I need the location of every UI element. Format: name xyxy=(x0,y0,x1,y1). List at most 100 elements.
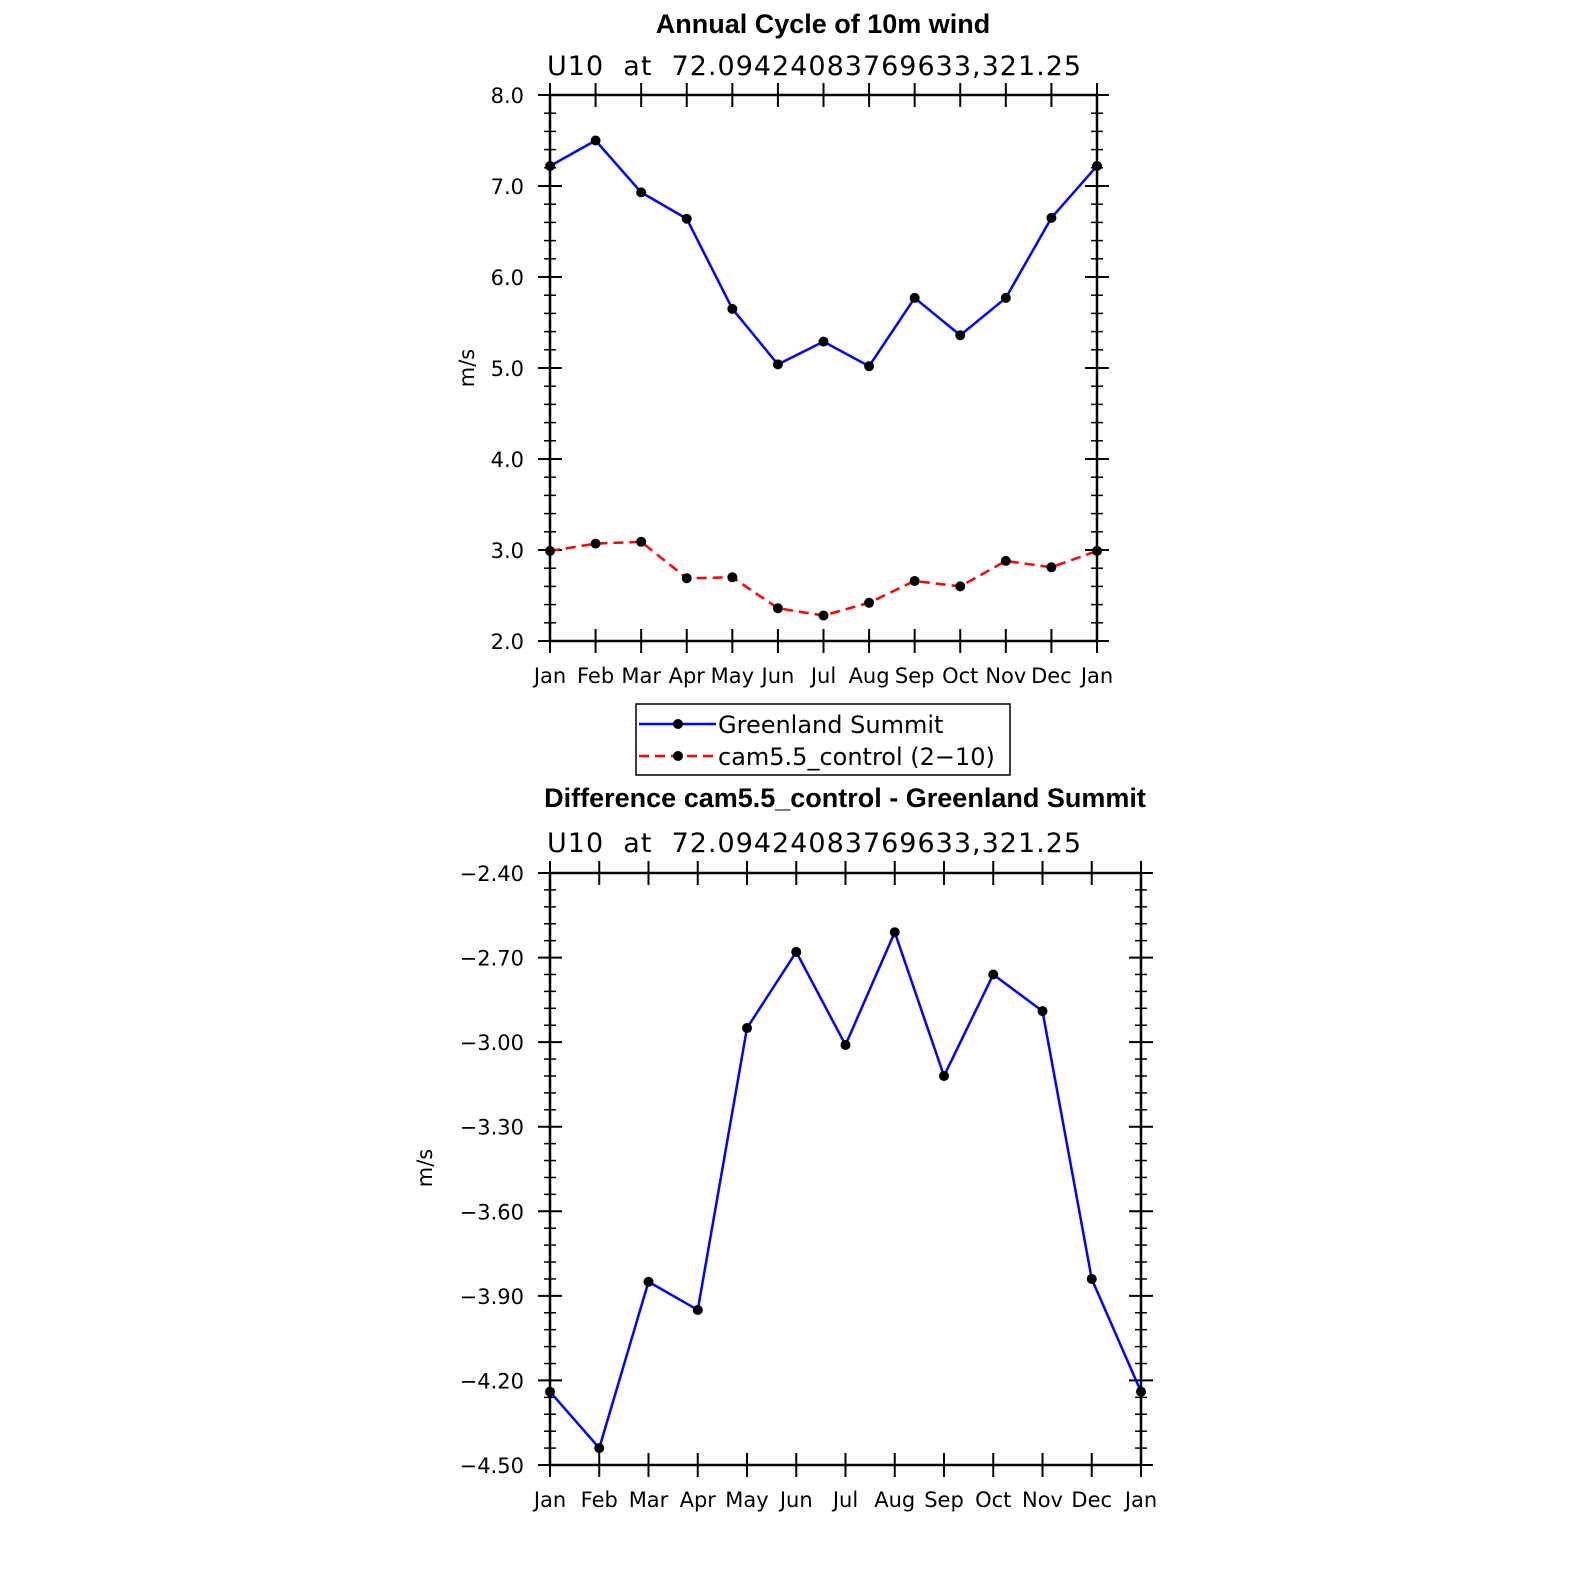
chart2-series-layer xyxy=(545,927,1146,1454)
chart1-series-1-point xyxy=(636,187,647,198)
legend-box xyxy=(635,703,1011,776)
chart1-series-2-point xyxy=(1000,555,1011,566)
chart1-series-2-point xyxy=(864,597,875,608)
chart1-series-2-point xyxy=(909,575,920,586)
chart1-series-2-point xyxy=(727,572,738,583)
chart2-ytick-label: −4.50 xyxy=(460,1454,524,1478)
chart2-xtick-label: Dec xyxy=(1071,1488,1112,1512)
chart1-xtick-label: Mar xyxy=(621,664,661,688)
chart2-xtick-label: Jul xyxy=(831,1488,858,1512)
chart1-xtick-label: Feb xyxy=(577,664,614,688)
chart2-ytick-label: −3.00 xyxy=(460,1031,524,1055)
chart2-xtick-label: Jan xyxy=(532,1488,566,1512)
chart1-series-1-point xyxy=(864,361,875,372)
chart1-series-1-point xyxy=(590,135,601,146)
chart2-subtitle: U10 at 72.09424083769633,321.25 xyxy=(547,828,1082,859)
chart2-ytick-label: −2.40 xyxy=(460,862,524,886)
chart1-xtick-label: Jan xyxy=(532,664,566,688)
chart2-ytick-label: −3.60 xyxy=(460,1200,524,1224)
chart2-xtick-label: Jan xyxy=(1123,1488,1157,1512)
chart2-ytick-label: −2.70 xyxy=(460,947,524,971)
chart1-xtick-label: Dec xyxy=(1031,664,1072,688)
chart2-xtick-label: Apr xyxy=(680,1488,717,1512)
chart1-ytick-label: 7.0 xyxy=(491,175,524,199)
chart2-xtick-label: Nov xyxy=(1022,1488,1063,1512)
legend-marker-cam xyxy=(673,751,683,761)
chart1-ytick-label: 4.0 xyxy=(491,448,524,472)
chart2-ytick-label: −3.90 xyxy=(460,1285,524,1309)
annual-cycle-chart: Annual Cycle of 10m wind U10 at 72.09424… xyxy=(455,9,1113,688)
chart1-series-2-point xyxy=(590,538,601,549)
chart1-series-1-point xyxy=(681,213,692,224)
chart1-xtick-label: Apr xyxy=(669,664,706,688)
legend-label-cam: cam5.5_control (2−10) xyxy=(718,743,995,771)
chart2-xtick-label: Feb xyxy=(581,1488,618,1512)
chart1-series-1-point xyxy=(909,292,920,303)
chart1-xtick-label: Jul xyxy=(809,664,836,688)
chart2-xtick-label: Aug xyxy=(874,1488,915,1512)
chart1-plot-frame xyxy=(548,93,1099,643)
chart2-series-1-line xyxy=(549,930,1143,1450)
chart1-ylabel: m/s xyxy=(455,349,479,387)
chart1-series-2-point xyxy=(636,536,647,547)
chart2-series-1-point xyxy=(643,1276,654,1287)
chart1-xtick-label: Oct xyxy=(942,664,978,688)
chart1-series-layer xyxy=(545,135,1102,621)
chart2-series-1-point xyxy=(545,1386,555,1397)
chart1-ytick-label: 5.0 xyxy=(491,357,524,381)
chart1-series-1-point xyxy=(818,336,829,347)
chart2-xtick-label: Jun xyxy=(778,1488,813,1512)
chart1-series-1-point xyxy=(545,160,555,171)
chart1-series-2-point xyxy=(1092,545,1102,556)
chart1-series-1-line xyxy=(549,139,1098,368)
chart1-subtitle: U10 at 72.09424083769633,321.25 xyxy=(547,51,1082,82)
chart2-xtick-label: Mar xyxy=(629,1488,669,1512)
chart1-series-1-point xyxy=(1092,160,1102,171)
chart1-series-1-point xyxy=(955,330,966,341)
chart1-series-2-point xyxy=(545,545,555,556)
chart2-ytick-label: −4.20 xyxy=(460,1369,524,1393)
chart1-xtick-label: Aug xyxy=(849,664,890,688)
chart2-series-1-point xyxy=(594,1443,605,1454)
chart1-series-2-point xyxy=(818,610,829,621)
chart1-series-2-point xyxy=(955,581,966,592)
legend-label-greenland: Greenland Summit xyxy=(718,711,943,739)
chart2-series-1-point xyxy=(1037,1006,1048,1017)
difference-chart: Difference cam5.5_control - Greenland Su… xyxy=(413,783,1157,1512)
chart2-series-1-point xyxy=(742,1023,752,1034)
chart1-ytick-label: 8.0 xyxy=(491,84,524,108)
chart1-title: Annual Cycle of 10m wind xyxy=(656,9,991,39)
chart2-series-1-point xyxy=(1086,1273,1097,1284)
chart2-title: Difference cam5.5_control - Greenland Su… xyxy=(544,783,1146,813)
chart1-xtick-label: Jun xyxy=(760,664,795,688)
chart2-series-1-point xyxy=(988,969,999,980)
chart1-axes: 2.0 3.0 4.0 5.0 6.0 7.0 8.0 Jan Feb Mar Apr May Jun J… xyxy=(491,83,1113,688)
chart1-xtick-label: May xyxy=(711,664,754,688)
chart1-ytick-label: 2.0 xyxy=(491,630,524,654)
chart2-ylabel: m/s xyxy=(413,1149,437,1187)
chart2-xtick-label: Oct xyxy=(975,1488,1011,1512)
chart2-series-1-point xyxy=(889,927,900,938)
chart1-series-2-line xyxy=(549,540,1098,617)
chart2-series-1-point xyxy=(692,1304,703,1315)
chart2-plot-frame xyxy=(548,871,1143,1467)
chart1-series-1-point xyxy=(772,359,783,370)
chart2-ytick-label: −3.30 xyxy=(460,1116,524,1140)
chart2-series-1-point xyxy=(939,1070,949,1081)
chart1-series-1-point xyxy=(1046,212,1057,223)
chart1-series-2-point xyxy=(1046,562,1057,573)
chart1-ytick-label: 3.0 xyxy=(491,539,524,563)
chart1-xtick-label: Nov xyxy=(985,664,1026,688)
chart1-series-1-point xyxy=(1000,292,1011,303)
legend-marker-greenland xyxy=(673,719,683,729)
chart1-ytick-label: 6.0 xyxy=(491,266,524,290)
chart1-series-2-point xyxy=(772,603,783,614)
chart1-series-2-point xyxy=(681,573,692,584)
legend: Greenland Summit cam5.5_control (2−10) xyxy=(635,703,1011,776)
chart1-series-1-point xyxy=(727,303,738,314)
chart2-series-1-point xyxy=(791,946,802,957)
chart2-xtick-label: Sep xyxy=(924,1488,964,1512)
chart2-xtick-label: May xyxy=(725,1488,768,1512)
chart2-axes: −4.50 −4.20 −3.90 −3.60 −3.30 −3.00 −2.70 −2.40… xyxy=(460,861,1157,1512)
